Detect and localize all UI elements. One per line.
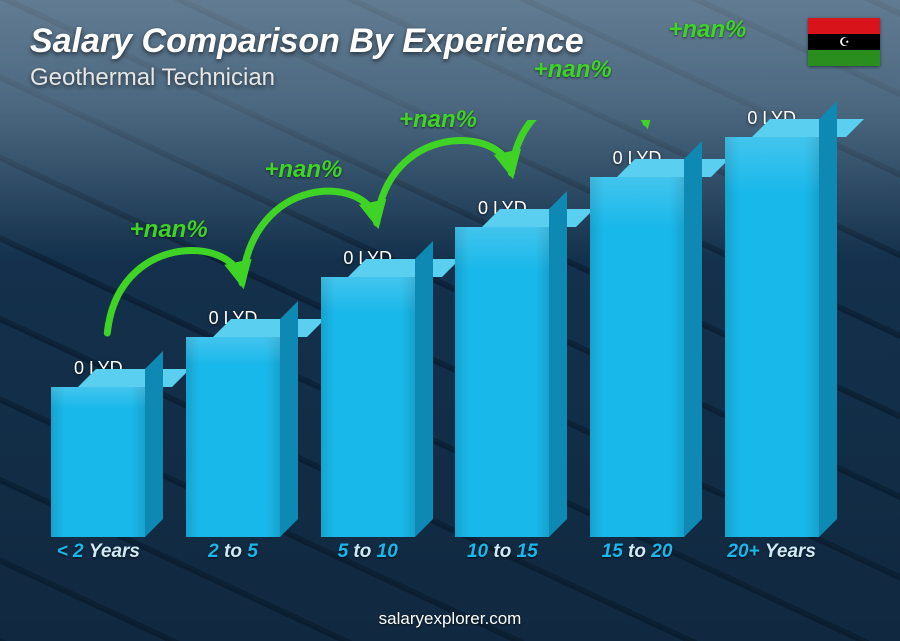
bar-side-face xyxy=(549,191,567,537)
bar xyxy=(186,337,280,537)
bar-column: 0 LYD xyxy=(713,108,830,537)
bar-top-face xyxy=(617,159,729,177)
x-axis-label: 15 to 20 xyxy=(579,541,696,571)
bar-column: 0 LYD xyxy=(175,308,292,537)
delta-label: +nan% xyxy=(668,16,746,44)
infographic-canvas: Salary Comparison By Experience Geotherm… xyxy=(0,0,900,641)
bar-side-face xyxy=(280,301,298,537)
x-axis-label: 10 to 15 xyxy=(444,541,561,571)
bar-side-face xyxy=(684,141,702,537)
bar-top-face xyxy=(482,209,594,227)
page-subtitle: Geothermal Technician xyxy=(30,64,275,92)
bar-top-face xyxy=(78,369,190,387)
bar-front-face xyxy=(725,137,819,537)
bar-side-face xyxy=(145,351,163,537)
bar-front-face xyxy=(51,387,145,537)
bar-column: 0 LYD xyxy=(579,148,696,537)
x-axis-labels: < 2 Years 2 to 5 5 to 10 10 to 15 15 to 20 20… xyxy=(30,541,840,571)
delta-label: +nan% xyxy=(130,216,208,244)
bar-front-face xyxy=(590,177,684,537)
bar-front-face xyxy=(186,337,280,537)
flag-stripe-mid: ☪ xyxy=(808,34,880,50)
bar-side-face xyxy=(415,241,433,537)
bar xyxy=(51,387,145,537)
bar xyxy=(725,137,819,537)
bar-column: 0 LYD xyxy=(444,198,561,537)
flag-libya: ☪ xyxy=(808,18,880,66)
bar-column: 0 LYD xyxy=(309,248,426,537)
bar-top-face xyxy=(213,319,325,337)
page-title: Salary Comparison By Experience xyxy=(30,22,584,61)
x-axis-label: 20+ Years xyxy=(713,541,830,571)
footer-credit: salaryexplorer.com xyxy=(0,609,900,629)
bar-column: 0 LYD xyxy=(40,358,157,537)
bar xyxy=(590,177,684,537)
bar-top-face xyxy=(752,119,864,137)
flag-emblem: ☪ xyxy=(839,36,849,48)
bar-top-face xyxy=(348,259,460,277)
delta-label: +nan% xyxy=(399,106,477,134)
delta-label: +nan% xyxy=(264,156,342,184)
flag-stripe-top xyxy=(808,18,880,34)
bar-front-face xyxy=(455,227,549,537)
bar xyxy=(455,227,549,537)
bar-front-face xyxy=(321,277,415,537)
x-axis-label: 2 to 5 xyxy=(175,541,292,571)
x-axis-label: 5 to 10 xyxy=(309,541,426,571)
delta-label: +nan% xyxy=(534,56,612,84)
x-axis-label: < 2 Years xyxy=(40,541,157,571)
bar-chart: 0 LYD0 LYD0 LYD0 LYD0 LYD0 LYD < 2 Years… xyxy=(30,120,840,571)
bars-container: 0 LYD0 LYD0 LYD0 LYD0 LYD0 LYD xyxy=(30,120,840,537)
flag-stripe-bot xyxy=(808,50,880,66)
bar xyxy=(321,277,415,537)
bar-side-face xyxy=(819,101,837,537)
